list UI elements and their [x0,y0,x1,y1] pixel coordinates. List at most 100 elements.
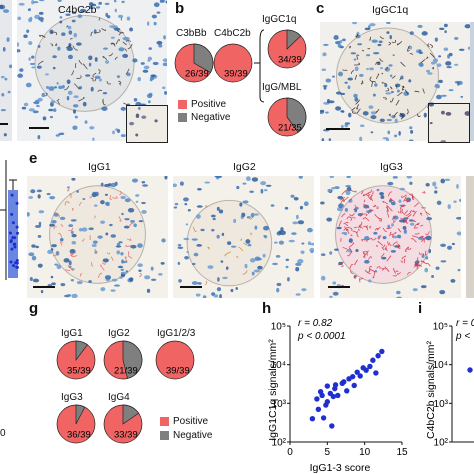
cell-nucleus [456,184,459,189]
cell-nucleus [337,195,344,200]
cell-nucleus [67,25,72,30]
cell-nucleus [122,53,129,58]
data-point [344,388,350,394]
cell-nucleus [42,116,47,121]
cell-nucleus [135,194,140,197]
cell-nucleus [135,133,139,137]
cell-nucleus [394,83,401,88]
cell-nucleus [242,182,247,185]
cell-nucleus [425,235,432,241]
cell-nucleus [380,195,385,200]
cell-nucleus [41,92,46,98]
pie-chart: 39/39 [155,340,195,380]
cell-nucleus [79,8,87,13]
cell-nucleus [104,193,109,196]
cell-nucleus [70,279,75,282]
x-tick-label: 5 [325,447,331,458]
cell-nucleus [59,216,66,220]
cell-nucleus [88,227,94,231]
cell-nucleus [72,109,77,114]
cell-nucleus [398,199,402,203]
cell-nucleus [394,134,398,138]
cell-nucleus [31,244,36,248]
cell-nucleus [241,212,246,218]
cell-nucleus [65,13,71,17]
cell-nucleus [31,255,37,261]
data-point [11,221,15,225]
cell-nucleus [371,39,378,43]
cell-nucleus [184,255,189,260]
cell-nucleus [440,94,447,97]
pie-chart: 33/39 [103,404,143,444]
cell-nucleus [333,34,339,39]
data-point [341,379,347,385]
cell-nucleus [251,177,259,182]
cell-nucleus [31,0,35,5]
cell-nucleus [92,240,98,244]
cell-nucleus [118,241,123,244]
cell-nucleus [338,203,344,209]
y-tick-label: 10⁴ [433,360,448,371]
cell-nucleus [354,66,359,72]
cell-nucleus [464,111,469,116]
scatter-plot-i: C4bC2b signals/mm² r = 0 p < 10² 10³ 10⁴ 10… [425,318,474,449]
scatter-plot-h: IgG1C1q signals/mm² IgG1-3 score r = 0.8… [267,318,408,474]
cell-nucleus [196,244,203,247]
cell-nucleus [140,62,145,65]
scale-bar [33,286,55,288]
data-point [15,259,19,263]
cell-nucleus [410,222,415,226]
cell-nucleus [440,178,446,184]
data-point [15,261,19,265]
cell-nucleus [118,47,125,52]
cell-nucleus [72,104,79,108]
cell-nucleus [345,190,351,196]
micrograph-inset [428,103,470,143]
cell-nucleus [325,111,329,114]
pie-count-label: 21/39 [114,366,138,377]
cell-nucleus [82,198,86,201]
cell-nucleus [28,252,35,257]
legend-negative-label: Negative [173,430,213,441]
cell-nucleus [370,111,377,115]
pie-slice-negative [286,29,302,50]
cell-nucleus [276,287,280,293]
cell-nucleus [35,245,39,249]
cell-nucleus [439,290,446,295]
data-point [354,369,360,375]
cell-nucleus [116,242,121,247]
cell-nucleus [447,54,450,59]
pie-slice-positive [155,340,195,380]
cell-nucleus [107,183,112,187]
cell-nucleus [398,131,401,136]
legend-positive-label: Positive [191,99,227,110]
cell-nucleus [458,48,465,52]
micrograph-texture [0,0,12,141]
cell-nucleus [222,276,228,280]
cell-nucleus [116,75,121,78]
panel-b-pies: 26/39 39/39 34/39 21/35 [174,29,307,137]
pie-label-igg3: IgG3 [61,392,83,403]
cell-nucleus [38,16,44,21]
cell-nucleus [438,55,442,58]
cell-nucleus [88,62,92,67]
annotation-p: p < 0.0001 [297,331,346,342]
pie-chart: 26/39 [174,43,214,83]
cell-nucleus [101,106,108,111]
cell-nucleus [402,226,407,230]
pie-chart: 36/39 [56,404,96,444]
cell-nucleus [455,216,461,220]
data-point [324,399,331,405]
cell-nucleus [307,241,312,246]
cell-nucleus [270,204,275,207]
cell-nucleus [29,62,36,66]
cell-nucleus [366,54,371,57]
cropped-micrograph-top-left [0,0,12,141]
cell-nucleus [97,235,103,239]
cell-nucleus [37,234,42,238]
cell-nucleus [200,228,205,232]
cell-nucleus [348,238,353,243]
cell-nucleus [386,118,393,122]
pie-count-label: 34/39 [278,55,302,66]
y-tick-label: 10⁵ [271,322,286,333]
